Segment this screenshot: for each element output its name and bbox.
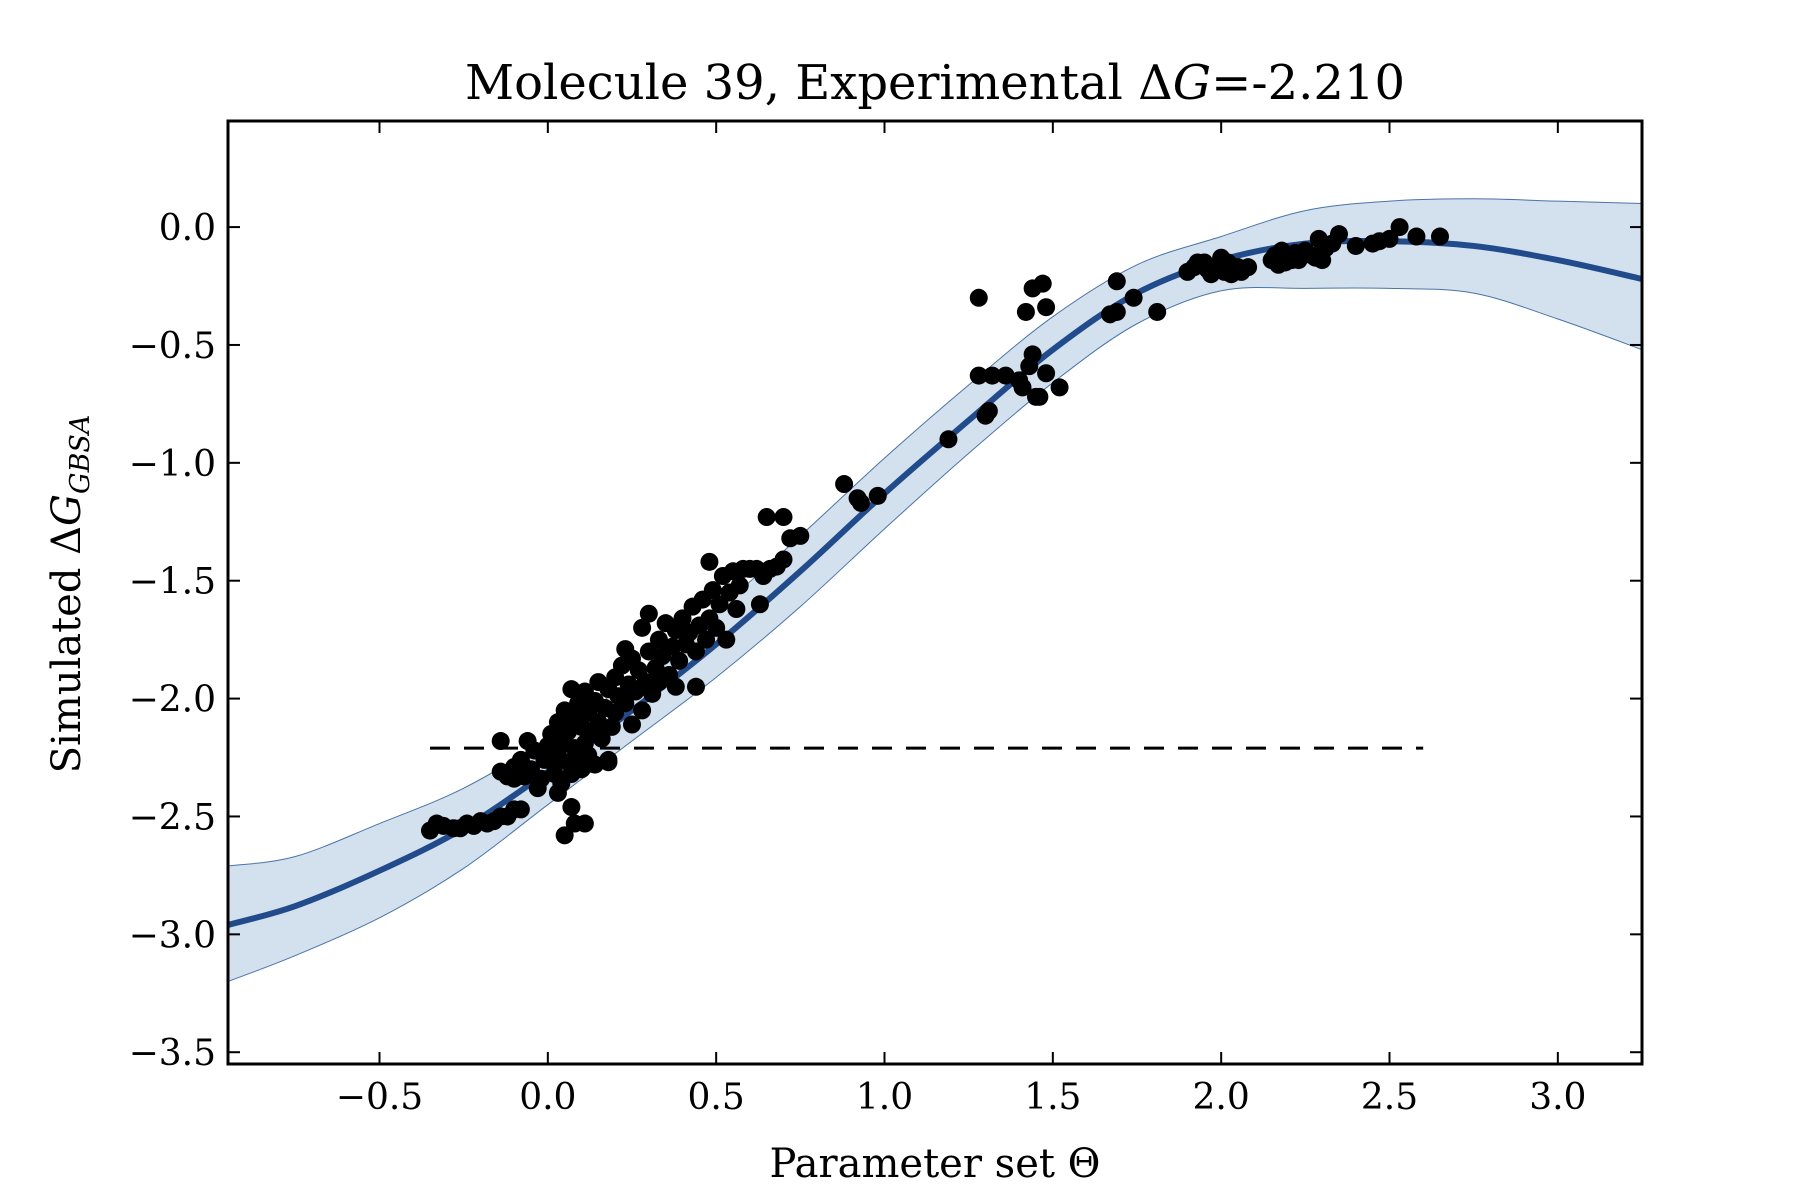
x-axis-label: Parameter set Θ [770, 1141, 1101, 1187]
data-point [774, 508, 793, 527]
data-point [730, 576, 749, 595]
data-point [1023, 345, 1042, 364]
data-point [700, 552, 719, 571]
data-point [1037, 364, 1056, 383]
chart-title-suffix: =-2.210 [1211, 55, 1405, 111]
data-point [491, 732, 510, 751]
data-point [1033, 274, 1052, 293]
data-point [1107, 272, 1126, 291]
data-point [710, 595, 729, 614]
data-point [639, 604, 658, 623]
data-point [1380, 229, 1399, 248]
data-point [1107, 302, 1126, 321]
y-tick-label: −2.0 [129, 680, 216, 721]
data-point [791, 526, 810, 545]
y-tick-label: −3.5 [129, 1033, 216, 1074]
data-point [1050, 378, 1069, 397]
chart-title-var: G [1173, 55, 1211, 111]
y-tick-label: −1.5 [129, 562, 216, 603]
data-point [983, 366, 1002, 385]
data-point [979, 401, 998, 420]
data-point [1431, 227, 1449, 246]
x-tick-label: 0.0 [519, 1077, 576, 1118]
data-point [592, 729, 611, 748]
y-axis-label-delta: Δ [44, 526, 90, 555]
y-axis-label-prefix: Simulated [44, 555, 90, 774]
y-tick-label: −3.0 [129, 915, 216, 956]
data-point [663, 637, 682, 656]
data-point [599, 750, 618, 769]
x-tick-label: 1.0 [856, 1077, 913, 1118]
data-point [727, 600, 746, 618]
data-point [969, 366, 988, 385]
data-point [1407, 227, 1426, 246]
data-point [575, 814, 594, 833]
data-point [848, 489, 867, 508]
data-point [697, 630, 716, 649]
data-point [562, 680, 581, 699]
chart-title: Molecule 39, Experimental ΔG=-2.210 [465, 55, 1405, 111]
data-point [633, 701, 652, 720]
chart-title-delta: Δ [1138, 55, 1173, 111]
y-axis-label-var: G [44, 494, 90, 526]
data-point [835, 475, 854, 494]
data-point [750, 595, 769, 614]
data-point [623, 715, 641, 734]
data-point [1037, 298, 1056, 317]
y-tick-label: −1.0 [129, 444, 216, 485]
data-point [686, 642, 705, 661]
x-tick-label: 1.5 [1024, 1077, 1081, 1118]
x-tick-label: 3.0 [1529, 1077, 1586, 1118]
data-point [562, 798, 581, 817]
y-tick-label: 0.0 [159, 208, 216, 249]
axis-ticks: −0.5 0.0 0.5 1.0 1.5 2.0 2.5 3.0 0.0 −0.5 −1.0 −1.5… [129, 121, 1642, 1118]
data-point [686, 677, 705, 696]
data-point [939, 430, 958, 449]
y-tick-label: −2.5 [129, 797, 216, 838]
plot-frame [226, 119, 1644, 1066]
data-point [868, 486, 887, 505]
x-tick-label: 0.5 [688, 1077, 745, 1118]
data-point [757, 508, 776, 527]
plot-area [228, 198, 1642, 983]
y-axis-label-sub: GBSA [65, 415, 96, 494]
data-points [421, 218, 1449, 845]
data-point [1330, 225, 1348, 244]
data-point [1148, 302, 1167, 321]
data-point [717, 630, 736, 649]
x-tick-label: −0.5 [336, 1077, 423, 1118]
data-point [703, 581, 722, 600]
data-point [1124, 288, 1143, 307]
data-point [670, 651, 689, 670]
confidence-band [228, 198, 1642, 983]
data-point [707, 618, 726, 637]
data-point [1013, 378, 1032, 397]
x-tick-label: 2.5 [1361, 1077, 1418, 1118]
x-tick-label: 2.0 [1193, 1077, 1250, 1118]
data-point [673, 609, 692, 628]
data-point [548, 783, 567, 802]
y-tick-label: −0.5 [129, 326, 216, 367]
data-point [1030, 387, 1049, 406]
data-point [602, 717, 621, 736]
data-point [1390, 218, 1409, 237]
data-point [969, 288, 988, 307]
data-point [1346, 236, 1365, 255]
data-point [555, 826, 574, 845]
data-point [649, 630, 668, 649]
data-point [666, 677, 685, 696]
data-point [511, 800, 530, 819]
data-point [1239, 258, 1258, 277]
chart-title-prefix: Molecule 39, Experimental [465, 55, 1138, 111]
data-point [616, 694, 635, 713]
y-axis-label: Simulated ΔGGBSA [44, 415, 96, 774]
data-point [1016, 302, 1035, 321]
data-point [633, 618, 652, 637]
data-point [774, 550, 793, 569]
